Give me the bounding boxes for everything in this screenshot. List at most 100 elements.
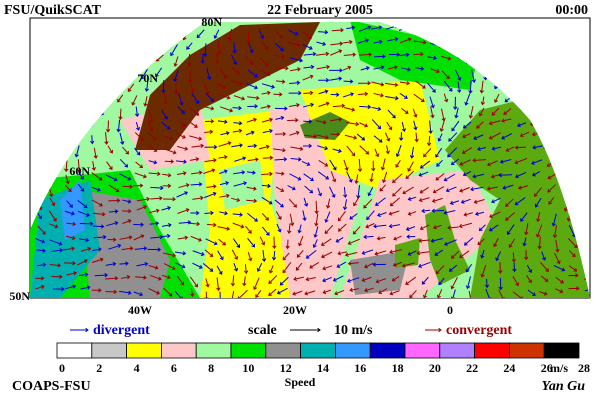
wind-arrow xyxy=(426,135,432,147)
wind-arrow xyxy=(204,191,217,199)
wind-arrow xyxy=(106,221,119,227)
wind-arrow xyxy=(435,265,445,275)
wind-arrow xyxy=(162,252,177,258)
wind-arrow xyxy=(80,285,91,290)
wind-arrow xyxy=(415,80,426,89)
wind-arrow xyxy=(39,122,52,130)
wind-arrow xyxy=(545,69,554,75)
wind-arrow xyxy=(568,250,576,258)
wind-arrow xyxy=(393,235,402,241)
wind-arrow xyxy=(483,42,494,50)
wind-arrow xyxy=(444,239,457,246)
wind-arrow xyxy=(347,238,360,246)
colorbar-tick-label: 14 xyxy=(317,361,329,375)
wind-arrow xyxy=(577,43,585,52)
wind-arrow xyxy=(581,211,586,222)
wind-arrow xyxy=(65,284,77,290)
wind-arrow xyxy=(288,102,300,108)
wind-arrow xyxy=(399,92,408,99)
wind-arrow xyxy=(313,226,319,238)
wind-arrow xyxy=(582,260,590,265)
wind-arrow xyxy=(431,208,445,213)
wind-arrow xyxy=(162,183,172,189)
wind-arrow xyxy=(305,250,317,259)
wind-arrow xyxy=(290,146,304,151)
colorbar-swatch xyxy=(91,342,128,359)
wind-arrow xyxy=(419,187,429,194)
wind-arrow xyxy=(54,135,65,146)
wind-arrow xyxy=(346,25,356,30)
wind-arrow xyxy=(331,28,344,33)
wind-arrow xyxy=(480,264,487,278)
wind-arrow xyxy=(428,120,433,135)
wind-arrow xyxy=(205,92,215,102)
wind-arrow xyxy=(143,95,148,107)
wind-arrow xyxy=(511,56,517,69)
wind-arrow xyxy=(244,55,254,66)
wind-arrow xyxy=(92,212,106,217)
wind-arrow xyxy=(247,238,256,248)
wind-arrow xyxy=(468,41,477,49)
wind-arrow xyxy=(554,252,561,265)
wind-arrow xyxy=(233,262,239,272)
wind-arrow xyxy=(219,181,230,186)
wind-arrow xyxy=(488,132,502,140)
wind-arrow xyxy=(119,261,129,266)
wind-arrow xyxy=(271,250,277,261)
wind-arrow xyxy=(545,130,555,136)
wind-arrow xyxy=(480,96,486,106)
wind-arrow xyxy=(363,234,374,240)
wind-arrow xyxy=(131,95,138,106)
wind-arrow xyxy=(288,198,297,208)
wind-arrow xyxy=(153,41,163,52)
header-title: 22 February 2005 xyxy=(267,3,373,18)
wind-arrow xyxy=(140,55,148,64)
wind-arrow xyxy=(532,171,541,177)
wind-arrow xyxy=(418,261,431,268)
wind-arrow xyxy=(71,121,80,132)
wind-arrow xyxy=(527,105,540,113)
wind-arrow xyxy=(119,290,132,295)
wind-arrow xyxy=(374,148,380,158)
wind-arrow xyxy=(245,130,255,136)
wind-arrow xyxy=(206,222,217,228)
wind-arrow xyxy=(472,158,486,163)
wind-arrow xyxy=(399,52,410,57)
wind-arrow xyxy=(133,234,145,241)
wind-arrow xyxy=(399,132,404,142)
wind-arrow xyxy=(458,42,468,48)
wind-arrow xyxy=(344,252,358,257)
wind-arrow xyxy=(541,251,547,261)
wind-arrow xyxy=(189,157,200,162)
wind-arrow xyxy=(546,119,556,125)
wind-arrow xyxy=(416,250,430,256)
wind-arrow xyxy=(76,159,82,173)
wind-arrow xyxy=(531,159,543,165)
wind-arrow xyxy=(108,198,121,203)
wind-arrow xyxy=(357,91,369,97)
colorbar-tick-label: 16 xyxy=(354,361,366,375)
wind-arrow xyxy=(304,185,314,194)
wind-arrow xyxy=(288,29,299,36)
wind-arrow xyxy=(105,120,111,133)
wind-arrow xyxy=(389,197,400,207)
wind-arrow xyxy=(461,147,473,154)
wind-arrow xyxy=(520,212,528,222)
wind-arrow xyxy=(147,247,162,252)
wind-arrow xyxy=(451,120,460,132)
wind-arrow xyxy=(506,224,515,235)
wind-arrow xyxy=(176,133,186,139)
wind-arrow xyxy=(337,211,346,222)
wind-arrow xyxy=(358,80,371,86)
wind-arrow xyxy=(498,289,505,298)
wind-arrow xyxy=(519,131,530,138)
wind-arrow xyxy=(405,170,415,179)
wind-arrow xyxy=(512,276,520,287)
wind-arrow xyxy=(148,145,158,152)
wind-arrow xyxy=(330,41,344,46)
colorbar-swatch xyxy=(265,342,301,359)
wind-arrow xyxy=(392,261,402,267)
wind-arrow xyxy=(303,90,314,96)
wind-arrow xyxy=(454,107,459,119)
wind-arrow xyxy=(119,132,125,145)
